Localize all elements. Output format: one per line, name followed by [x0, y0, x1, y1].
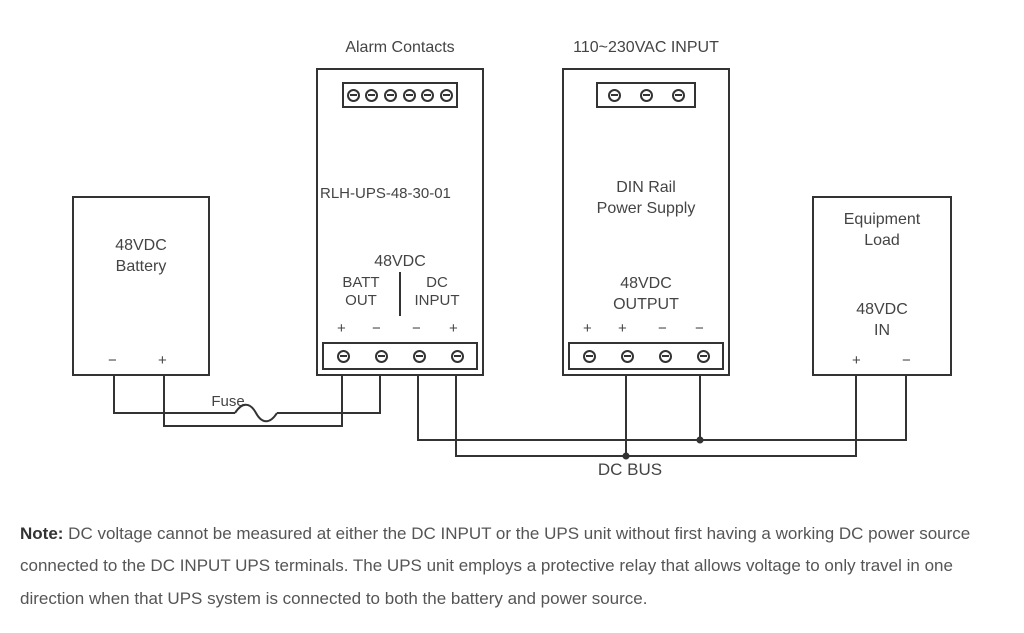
battery-box	[72, 196, 210, 376]
battery-label: 48VDC Battery	[72, 236, 210, 278]
load-sign-1: −	[902, 352, 911, 369]
psu-sign-1: +	[618, 320, 627, 337]
note-body: DC voltage cannot be measured at either …	[20, 524, 970, 608]
vac-input-label: 110~230VAC INPUT	[562, 38, 730, 59]
psu-top-terminals	[596, 82, 696, 108]
note-prefix: Note:	[20, 524, 63, 543]
dc-bus-label: DC BUS	[580, 460, 680, 480]
psu-bottom-terminals	[568, 342, 724, 370]
psu-sign-0: +	[583, 320, 592, 337]
ups-bottom-terminals	[322, 342, 478, 370]
psu-sign-3: −	[695, 320, 704, 337]
note-text: Note: DC voltage cannot be measured at e…	[20, 518, 1008, 615]
load-sign-0: +	[852, 352, 861, 369]
ups-48vdc-label: 48VDC	[316, 252, 484, 273]
ups-model-label: RLH-UPS-48-30-01	[320, 185, 480, 203]
diagram-canvas: Alarm Contacts 110~230VAC INPUT 48VDC Ba…	[0, 0, 1024, 633]
ups-sign-2: −	[412, 320, 421, 337]
fuse-label: Fuse	[198, 393, 258, 411]
ups-sign-0: +	[337, 320, 346, 337]
battery-pos-sign: +	[158, 352, 167, 369]
load-in-label: 48VDC IN	[812, 300, 952, 342]
ups-sign-3: +	[449, 320, 458, 337]
load-title: Equipment Load	[812, 210, 952, 252]
alarm-terminal-strip	[342, 82, 458, 108]
alarm-contacts-label: Alarm Contacts	[316, 38, 484, 59]
psu-sign-2: −	[658, 320, 667, 337]
dc-input-label: DC INPUT	[400, 274, 474, 310]
psu-title: DIN Rail Power Supply	[562, 178, 730, 220]
psu-output-label: 48VDC OUTPUT	[562, 274, 730, 316]
batt-out-label: BATT OUT	[326, 274, 396, 310]
battery-neg-sign: −	[108, 352, 117, 369]
ups-sign-1: −	[372, 320, 381, 337]
